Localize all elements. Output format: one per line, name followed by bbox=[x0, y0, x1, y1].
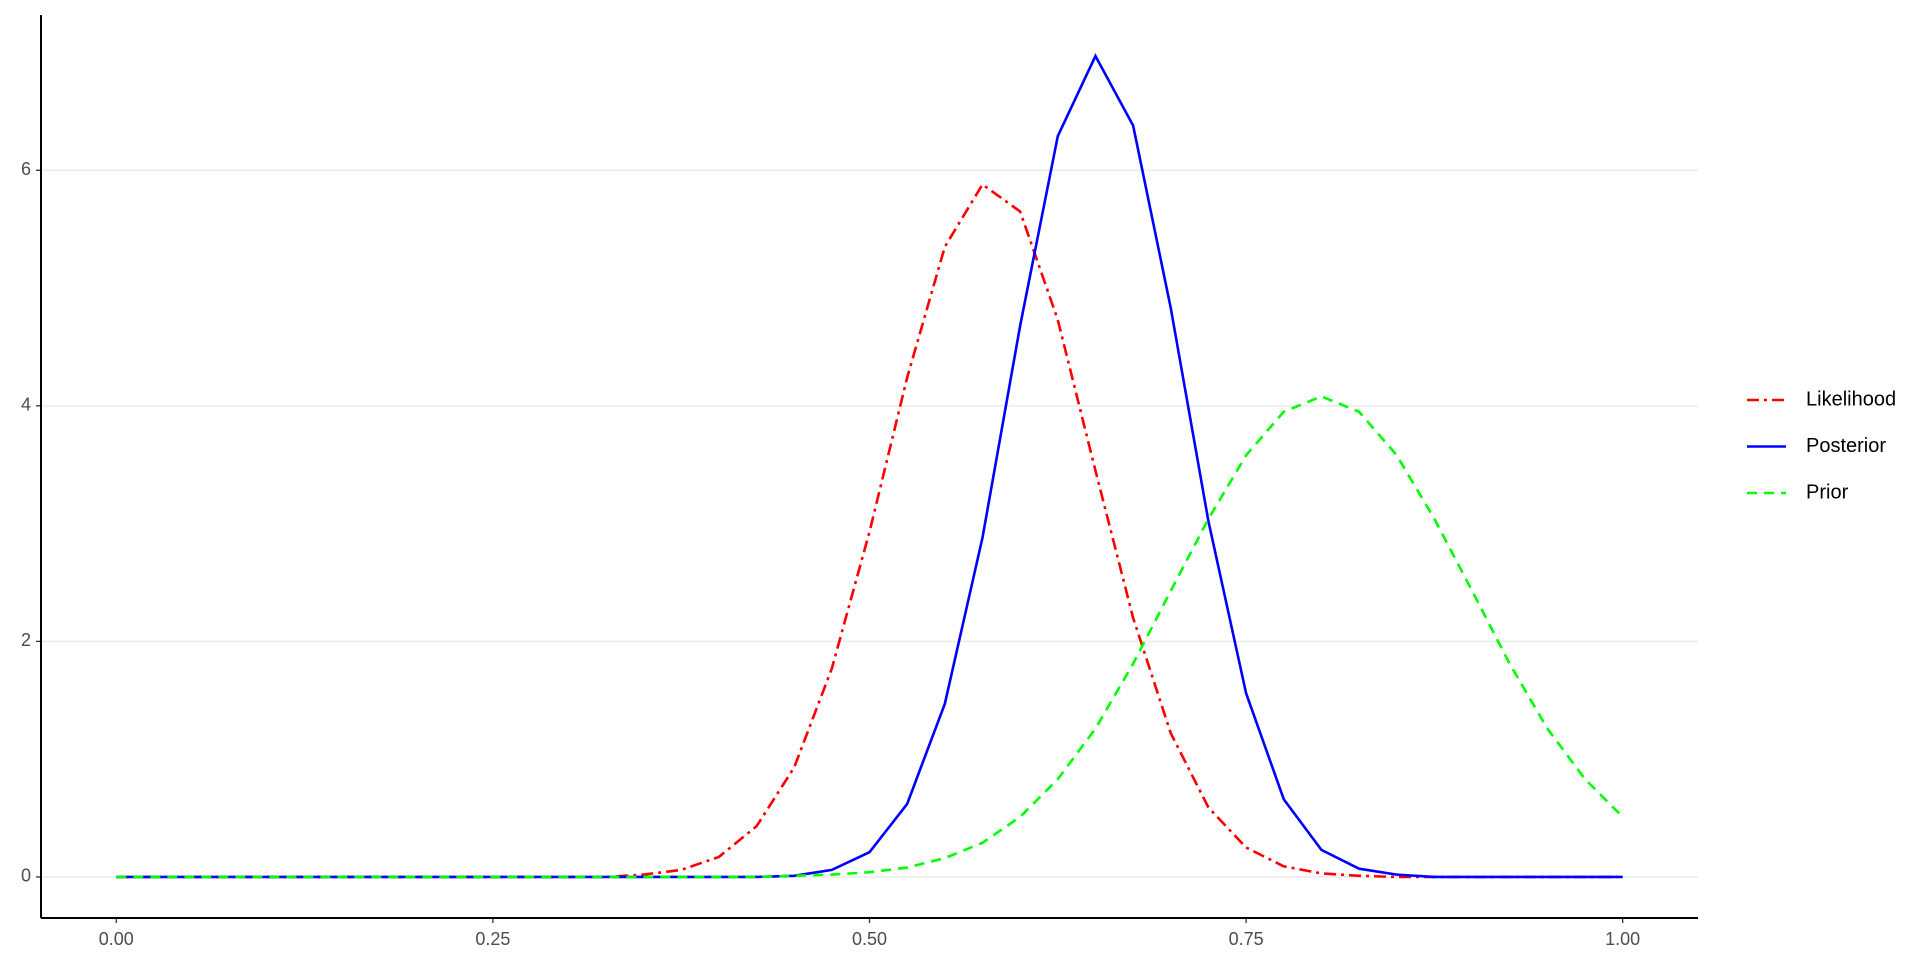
y-tick-label: 4 bbox=[21, 395, 31, 415]
x-tick-label: 0.25 bbox=[475, 929, 510, 949]
legend-label: Likelihood bbox=[1806, 388, 1896, 410]
y-tick-label: 6 bbox=[21, 159, 31, 179]
series-line bbox=[116, 53, 1623, 879]
series-line bbox=[116, 395, 1624, 879]
y-tick-label: 2 bbox=[21, 630, 31, 650]
legend-label: Posterior bbox=[1806, 435, 1886, 457]
series-line bbox=[116, 182, 1623, 879]
y-tick-label: 0 bbox=[21, 866, 31, 886]
x-tick-label: 0.00 bbox=[99, 929, 134, 949]
x-tick-label: 0.50 bbox=[852, 929, 887, 949]
x-tick-label: 1.00 bbox=[1605, 929, 1640, 949]
legend-label: Prior bbox=[1806, 481, 1849, 503]
x-tick-label: 0.75 bbox=[1229, 929, 1264, 949]
